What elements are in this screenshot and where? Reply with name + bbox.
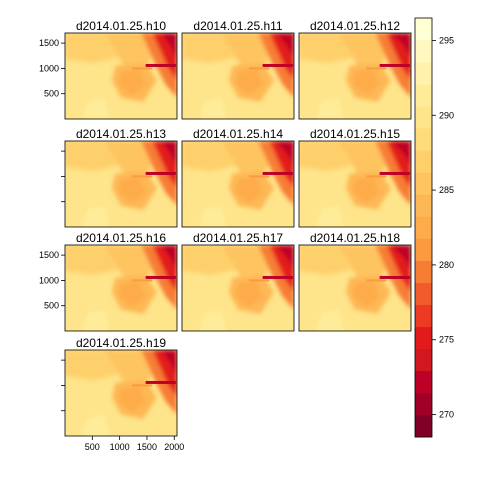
- colorbar-swatch: [415, 18, 432, 41]
- panel-title: d2014.01.25.h15: [310, 127, 400, 141]
- y-tick-label: 1000: [39, 63, 59, 73]
- colorbar-swatch: [415, 62, 432, 85]
- colorbar-swatch: [415, 194, 432, 217]
- panel-1: d2014.01.25.h10 500 1000 1500: [39, 19, 178, 120]
- colorbar-swatch: [415, 260, 432, 283]
- panel-2: d2014.01.25.h11: [181, 19, 295, 120]
- colorbar-swatch: [415, 326, 432, 350]
- panel-heatmap-field: [182, 141, 294, 227]
- colorbar-tick-label: 290: [439, 110, 454, 120]
- panel-frame: [181, 140, 295, 228]
- panel-title: d2014.01.25.h12: [310, 19, 400, 33]
- panel-8: d2014.01.25.h17: [181, 231, 295, 332]
- panel-title: d2014.01.25.h13: [76, 127, 166, 141]
- panel-title: d2014.01.25.h19: [76, 336, 166, 350]
- x-tick-label: 2000: [164, 442, 184, 452]
- y-tick-label: 500: [44, 301, 59, 311]
- colorbar-swatch: [415, 106, 432, 129]
- x-tick-label: 500: [85, 442, 100, 452]
- colorbar-swatch: [415, 128, 432, 151]
- colorbar-swatch: [415, 172, 432, 195]
- colorbar-tick-label: 295: [439, 35, 454, 45]
- panel-frame: [298, 140, 412, 228]
- panel-heatmap-field: [65, 350, 177, 436]
- panel-10: d2014.01.25.h19: [61, 336, 178, 437]
- colorbar-tick-label: 275: [439, 335, 454, 345]
- colorbar-swatch: [415, 348, 432, 372]
- colorbar-tick-label: 285: [439, 185, 454, 195]
- colorbar-swatch: [415, 150, 432, 173]
- y-tick-label: 1500: [39, 250, 59, 260]
- colorbar-swatch: [415, 282, 432, 305]
- y-tick-label: 1000: [39, 275, 59, 285]
- colorbar-tick-label: 280: [439, 260, 454, 270]
- panel-title: d2014.01.25.h16: [76, 231, 166, 245]
- panel-frame: [181, 244, 295, 332]
- x-tick-label: 1500: [137, 442, 157, 452]
- panel-title: d2014.01.25.h18: [310, 231, 400, 245]
- panel-title: d2014.01.25.h11: [193, 19, 283, 33]
- colorbar-tick-label: 270: [439, 410, 454, 420]
- panel-frame: [64, 32, 178, 120]
- y-tick-label: 1500: [39, 38, 59, 48]
- panel-frame: [298, 244, 412, 332]
- panel-heatmap-field: [299, 245, 411, 331]
- panel-7: d2014.01.25.h16 500 1000 1500: [39, 231, 178, 332]
- colorbar-swatch: [415, 414, 432, 438]
- colorbar-swatch: [415, 84, 432, 107]
- panel-heatmap-field: [182, 245, 294, 331]
- colorbar-swatch: [415, 392, 432, 416]
- panel-title: d2014.01.25.h17: [193, 231, 283, 245]
- panel-3: d2014.01.25.h12: [298, 19, 412, 120]
- panel-heatmap-field: [65, 33, 177, 119]
- panel-heatmap-field: [299, 33, 411, 119]
- panel-heatmap-field: [299, 141, 411, 227]
- panel-title: d2014.01.25.h14: [193, 127, 283, 141]
- colorbar-swatch: [415, 40, 432, 63]
- colorbar-swatch: [415, 238, 432, 261]
- panel-6: d2014.01.25.h15: [298, 127, 412, 228]
- panel-title: d2014.01.25.h10: [76, 19, 166, 33]
- colorbar: 270 275 280 285 290 295: [414, 17, 454, 438]
- panel-frame: [181, 32, 295, 120]
- panel-heatmap-field: [65, 245, 177, 331]
- colorbar-swatch: [415, 216, 432, 239]
- panel-frame: [64, 244, 178, 332]
- colorbar-swatch: [415, 304, 432, 328]
- panel-4: d2014.01.25.h13: [61, 127, 178, 228]
- y-tick-label: 500: [44, 89, 59, 99]
- panel-heatmap-field: [182, 33, 294, 119]
- panel-frame: [298, 32, 412, 120]
- x-tick-label: 1000: [110, 442, 130, 452]
- panel-9: d2014.01.25.h18: [298, 231, 412, 332]
- panel-5: d2014.01.25.h14: [181, 127, 295, 228]
- colorbar-swatch: [415, 370, 432, 394]
- panel-heatmap-field: [65, 141, 177, 227]
- panel-frame: [64, 140, 178, 228]
- panel-frame: [64, 349, 178, 437]
